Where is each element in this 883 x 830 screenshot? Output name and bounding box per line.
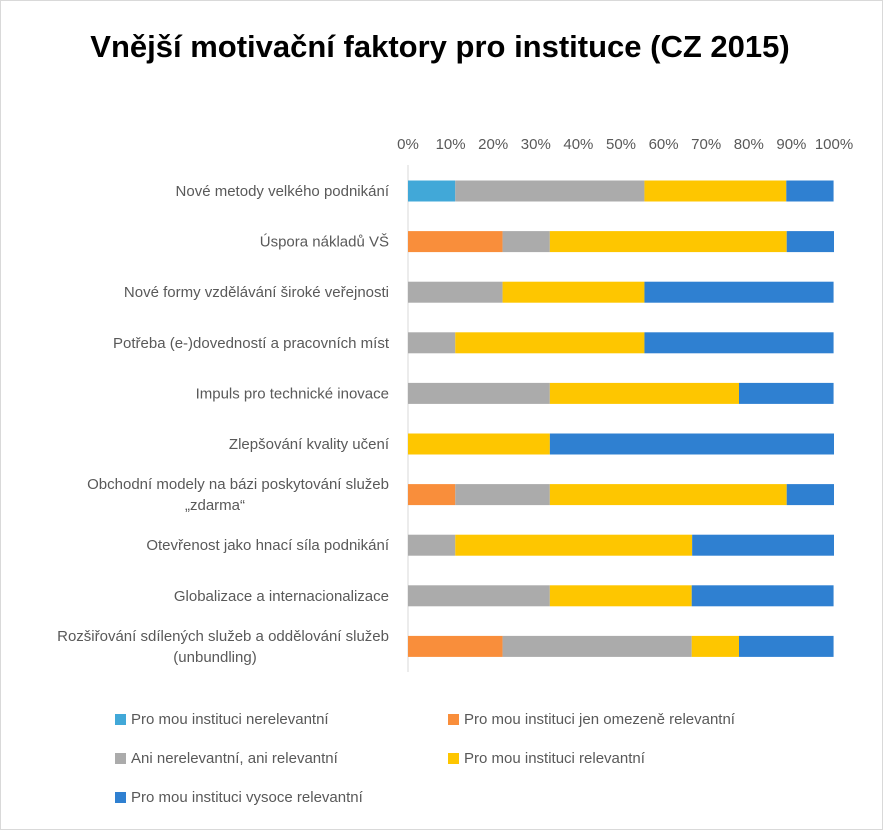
bar-segment bbox=[455, 332, 645, 354]
x-tick-label: 30% bbox=[521, 136, 551, 153]
category-label: Globalizace a internacionalizace bbox=[174, 588, 389, 605]
bar-segment bbox=[692, 534, 834, 556]
bar-segment bbox=[408, 281, 503, 303]
bar-segment bbox=[408, 180, 456, 202]
bar-segment bbox=[455, 484, 550, 506]
category-label: Nové metody velkého podnikání bbox=[176, 183, 390, 200]
category-label: „zdarma“ bbox=[185, 497, 245, 514]
bar-segment bbox=[691, 635, 740, 657]
bar-segment bbox=[408, 484, 456, 506]
legend-item: Pro mou instituci jen omezeně relevantní bbox=[448, 711, 735, 728]
legend-swatch bbox=[115, 753, 126, 764]
legend-label: Pro mou instituci nerelevantní bbox=[131, 711, 329, 728]
bar-segment bbox=[408, 635, 503, 657]
bar-segment bbox=[408, 231, 503, 253]
bar-segment bbox=[408, 585, 550, 607]
x-tick-label: 70% bbox=[691, 136, 721, 153]
bar-segment bbox=[455, 534, 693, 556]
bar-segment bbox=[549, 231, 787, 253]
x-tick-label: 50% bbox=[606, 136, 636, 153]
bar-segment bbox=[408, 433, 550, 455]
x-tick-label: 0% bbox=[397, 136, 419, 153]
bar-segment bbox=[408, 382, 550, 404]
bar-segment bbox=[786, 484, 834, 506]
bar-segment bbox=[408, 534, 456, 556]
legend-item: Pro mou instituci relevantní bbox=[448, 750, 645, 767]
bar-segment bbox=[502, 635, 692, 657]
legend-item: Pro mou instituci nerelevantní bbox=[115, 711, 329, 728]
bar-segment bbox=[644, 281, 834, 303]
legend-label: Pro mou instituci relevantní bbox=[464, 750, 645, 767]
legend-swatch bbox=[115, 714, 126, 725]
bar-segment bbox=[739, 635, 834, 657]
legend-item: Pro mou instituci vysoce relevantní bbox=[115, 789, 363, 806]
bar-segment bbox=[549, 433, 834, 455]
category-label: Obchodní modely na bázi poskytování služ… bbox=[87, 476, 389, 493]
bar-segment bbox=[455, 180, 645, 202]
category-label: (unbundling) bbox=[173, 649, 256, 666]
bar-segment bbox=[502, 231, 550, 253]
x-tick-label: 40% bbox=[563, 136, 593, 153]
category-label: Zlepšování kvality učení bbox=[229, 436, 390, 453]
x-tick-label: 20% bbox=[478, 136, 508, 153]
legend-label: Ani nerelevantní, ani relevantní bbox=[131, 750, 338, 767]
category-label: Otevřenost jako hnací síla podnikání bbox=[146, 537, 389, 554]
legend-swatch bbox=[448, 753, 459, 764]
category-label: Rozšiřování sdílených služeb a oddělován… bbox=[57, 628, 389, 645]
bar-segment bbox=[644, 180, 787, 202]
chart-title: Vnější motivační faktory pro instituce (… bbox=[90, 29, 790, 64]
bar-segment bbox=[644, 332, 834, 354]
category-label: Potřeba (e-)dovedností a pracovních míst bbox=[113, 335, 390, 352]
bar-segment bbox=[739, 382, 834, 404]
category-label: Nové formy vzdělávání široké veřejnosti bbox=[124, 284, 389, 301]
bar-segment bbox=[786, 180, 834, 202]
bar-segment bbox=[549, 585, 692, 607]
category-label: Úspora nákladů VŠ bbox=[260, 234, 389, 251]
bar-segment bbox=[691, 585, 834, 607]
bar-segment bbox=[408, 332, 456, 354]
x-tick-label: 100% bbox=[815, 136, 853, 153]
legend-swatch bbox=[448, 714, 459, 725]
bar-segment bbox=[549, 382, 740, 404]
category-label: Impuls pro technické inovace bbox=[196, 385, 389, 402]
legend-label: Pro mou instituci vysoce relevantní bbox=[131, 789, 363, 806]
x-tick-label: 60% bbox=[649, 136, 679, 153]
legend-label: Pro mou instituci jen omezeně relevantní bbox=[464, 711, 735, 728]
x-tick-label: 90% bbox=[776, 136, 806, 153]
x-tick-label: 80% bbox=[734, 136, 764, 153]
x-tick-label: 10% bbox=[436, 136, 466, 153]
legend-item: Ani nerelevantní, ani relevantní bbox=[115, 750, 338, 767]
bar-segment bbox=[549, 484, 787, 506]
bar-segment bbox=[786, 231, 834, 253]
bar-segment bbox=[502, 281, 645, 303]
legend-swatch bbox=[115, 792, 126, 803]
